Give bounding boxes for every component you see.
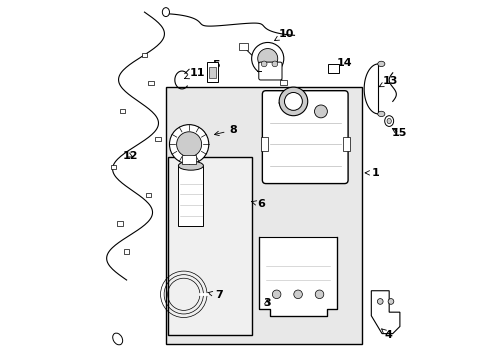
Text: 9: 9	[261, 61, 269, 71]
Bar	[120, 109, 125, 113]
Text: 15: 15	[391, 128, 406, 138]
Text: 6: 6	[251, 199, 264, 209]
Bar	[182, 155, 196, 164]
Polygon shape	[370, 291, 399, 334]
Text: 8: 8	[214, 125, 237, 136]
Circle shape	[251, 42, 283, 75]
Bar	[342, 137, 349, 152]
Bar	[260, 137, 267, 152]
Ellipse shape	[377, 61, 384, 67]
Bar	[167, 157, 251, 336]
Ellipse shape	[384, 116, 393, 126]
Text: 1: 1	[365, 168, 379, 178]
Circle shape	[271, 61, 277, 67]
Ellipse shape	[178, 161, 203, 170]
Bar	[239, 43, 247, 50]
Bar	[148, 81, 154, 85]
Ellipse shape	[112, 333, 122, 345]
Bar	[123, 249, 129, 253]
Ellipse shape	[386, 118, 390, 124]
Circle shape	[176, 132, 201, 157]
Circle shape	[377, 298, 382, 304]
Text: 12: 12	[122, 151, 138, 161]
FancyBboxPatch shape	[262, 91, 347, 184]
Bar	[117, 221, 122, 225]
Circle shape	[314, 105, 326, 118]
Bar	[145, 193, 151, 197]
Bar	[178, 166, 203, 226]
Circle shape	[257, 49, 277, 68]
Ellipse shape	[162, 8, 169, 17]
Circle shape	[284, 93, 302, 111]
Circle shape	[315, 290, 323, 298]
Bar	[165, 87, 362, 344]
Circle shape	[293, 290, 302, 298]
Text: 14: 14	[330, 58, 351, 69]
Circle shape	[169, 125, 208, 164]
Text: 10: 10	[274, 28, 293, 41]
Bar	[208, 67, 216, 78]
Text: 5: 5	[208, 60, 220, 71]
FancyBboxPatch shape	[258, 62, 282, 80]
Bar	[328, 64, 339, 73]
Circle shape	[272, 290, 281, 298]
Circle shape	[387, 298, 393, 304]
Text: 4: 4	[381, 329, 392, 341]
Bar	[110, 165, 116, 170]
Text: 11: 11	[184, 68, 205, 79]
Bar	[155, 137, 160, 141]
Polygon shape	[258, 237, 337, 316]
Circle shape	[279, 87, 307, 116]
Bar	[280, 80, 287, 85]
Ellipse shape	[377, 111, 384, 117]
Bar	[206, 62, 217, 82]
Circle shape	[261, 61, 266, 67]
Bar	[142, 53, 147, 57]
Text: 3: 3	[263, 298, 270, 308]
Text: 2: 2	[279, 95, 292, 105]
Text: 13: 13	[379, 76, 398, 87]
Text: 7: 7	[207, 290, 223, 300]
